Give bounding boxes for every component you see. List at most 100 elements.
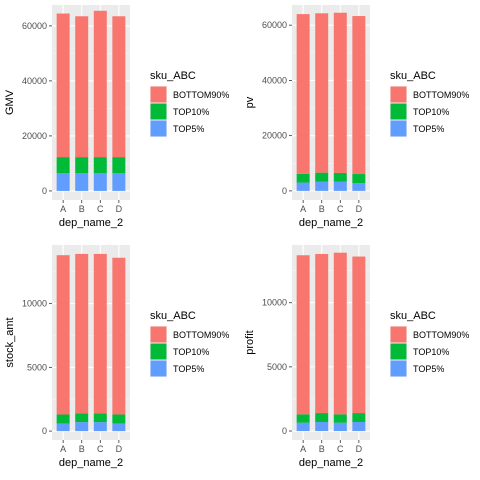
legend-key-swatch bbox=[150, 86, 167, 103]
bar-segment-b-bottom90pct bbox=[75, 253, 89, 414]
bar-segment-c-top10pct bbox=[333, 172, 347, 182]
legend-key-swatch bbox=[150, 343, 167, 360]
y-tick-label: 60000 bbox=[262, 20, 287, 30]
y-axis-title: profit bbox=[244, 330, 256, 354]
bar-segment-c-top10pct bbox=[333, 414, 347, 423]
x-tick-label: A bbox=[60, 204, 66, 214]
bar-segment-d-top10pct bbox=[352, 413, 366, 423]
legend-entry-label: TOP5% bbox=[173, 364, 204, 374]
bar-segment-a-top10pct bbox=[56, 157, 70, 174]
bar-segment-a-bottom90pct bbox=[296, 14, 310, 174]
y-axis-title: stock_amt bbox=[4, 317, 16, 367]
y-axis-title: pv bbox=[244, 96, 256, 108]
bar-segment-d-top10pct bbox=[352, 174, 366, 184]
bar-segment-a-top10pct bbox=[296, 173, 310, 183]
bar-segment-b-bottom90pct bbox=[315, 13, 329, 173]
bar-segment-a-top5pct bbox=[56, 423, 70, 432]
bar-segment-a-top5pct bbox=[296, 182, 310, 191]
bar-segment-a-top10pct bbox=[56, 414, 70, 424]
bar-segment-c-bottom90pct bbox=[333, 252, 347, 415]
y-tick-label: 0 bbox=[42, 426, 47, 436]
bar-segment-a-bottom90pct bbox=[296, 255, 310, 415]
bar-segment-c-top5pct bbox=[93, 422, 107, 432]
legend-key-swatch bbox=[390, 326, 407, 343]
legend-key-swatch bbox=[150, 120, 167, 137]
legend-key-swatch bbox=[150, 360, 167, 377]
legend-entry-label: BOTTOM90% bbox=[173, 330, 229, 340]
bar-segment-d-top5pct bbox=[112, 173, 126, 191]
legend-key-swatch bbox=[390, 103, 407, 120]
x-tick-label: A bbox=[300, 204, 306, 214]
legend-entry-label: TOP5% bbox=[173, 124, 204, 134]
x-tick-label: D bbox=[356, 204, 363, 214]
legend-title: sku_ABC bbox=[390, 70, 436, 82]
x-tick-label: C bbox=[337, 204, 344, 214]
bar-segment-d-bottom90pct bbox=[352, 16, 366, 175]
legend-entry-label: TOP5% bbox=[413, 364, 444, 374]
legend-entry-label: TOP5% bbox=[413, 124, 444, 134]
y-axis-title: GMV bbox=[4, 89, 16, 115]
bar-segment-a-bottom90pct bbox=[56, 13, 70, 158]
legend-key-swatch bbox=[150, 103, 167, 120]
x-tick-label: A bbox=[300, 444, 306, 454]
legend-entry-label: BOTTOM90% bbox=[173, 90, 229, 100]
x-tick-label: D bbox=[356, 444, 363, 454]
bar-segment-b-top10pct bbox=[315, 413, 329, 423]
x-axis-title: dep_name_2 bbox=[59, 217, 123, 229]
bar-segment-a-top10pct bbox=[296, 414, 310, 423]
x-tick-label: B bbox=[319, 204, 325, 214]
legend-key-swatch bbox=[150, 326, 167, 343]
legend-key-swatch bbox=[390, 86, 407, 103]
bar-segment-d-bottom90pct bbox=[112, 16, 126, 158]
legend-title: sku_ABC bbox=[150, 310, 196, 322]
x-tick-label: C bbox=[337, 444, 344, 454]
y-tick-label: 10000 bbox=[22, 299, 47, 309]
bar-segment-c-bottom90pct bbox=[93, 10, 107, 158]
bar-segment-b-top10pct bbox=[75, 413, 89, 423]
legend: sku_ABC BOTTOM90% TOP10% TOP5% bbox=[150, 310, 229, 377]
x-axis-title: dep_name_2 bbox=[299, 217, 363, 229]
y-tick-label: 0 bbox=[282, 426, 287, 436]
bar-segment-b-top5pct bbox=[315, 181, 329, 191]
legend: sku_ABC BOTTOM90% TOP10% TOP5% bbox=[390, 310, 469, 377]
legend-entry-label: TOP10% bbox=[413, 347, 449, 357]
legend-key-swatch bbox=[390, 360, 407, 377]
bar-segment-c-top5pct bbox=[93, 173, 107, 191]
y-tick-label: 20000 bbox=[262, 131, 287, 141]
y-tick-label: 40000 bbox=[22, 76, 47, 86]
bar-segment-d-top5pct bbox=[352, 183, 366, 191]
legend: sku_ABC BOTTOM90% TOP10% TOP5% bbox=[390, 70, 469, 137]
bar-segment-b-top5pct bbox=[75, 422, 89, 432]
bar-segment-d-bottom90pct bbox=[112, 257, 126, 415]
bar-segment-d-top10pct bbox=[112, 157, 126, 174]
bar-segment-c-bottom90pct bbox=[333, 12, 347, 173]
bar-segment-b-top5pct bbox=[75, 173, 89, 191]
legend-key-swatch bbox=[390, 120, 407, 137]
y-tick-label: 5000 bbox=[267, 362, 287, 372]
legend-entry-label: TOP10% bbox=[173, 347, 209, 357]
bar-segment-c-top5pct bbox=[333, 181, 347, 191]
x-tick-label: B bbox=[319, 444, 325, 454]
bar-segment-c-bottom90pct bbox=[93, 253, 107, 414]
bar-segment-a-top5pct bbox=[296, 422, 310, 432]
legend-entry-label: TOP10% bbox=[173, 107, 209, 117]
bar-segment-b-top5pct bbox=[315, 422, 329, 432]
x-tick-label: C bbox=[97, 444, 104, 454]
legend-key-swatch bbox=[390, 343, 407, 360]
bar-segment-c-top10pct bbox=[93, 413, 107, 423]
y-tick-label: 40000 bbox=[262, 75, 287, 85]
y-tick-label: 0 bbox=[42, 186, 47, 196]
legend-title: sku_ABC bbox=[390, 310, 436, 322]
bar-segment-d-top5pct bbox=[112, 423, 126, 432]
bar-segment-b-top10pct bbox=[75, 157, 89, 174]
y-tick-label: 0 bbox=[282, 186, 287, 196]
x-tick-label: B bbox=[79, 204, 85, 214]
legend-entry-label: TOP10% bbox=[413, 107, 449, 117]
bar-segment-d-bottom90pct bbox=[352, 256, 366, 414]
y-tick-label: 5000 bbox=[27, 362, 47, 372]
